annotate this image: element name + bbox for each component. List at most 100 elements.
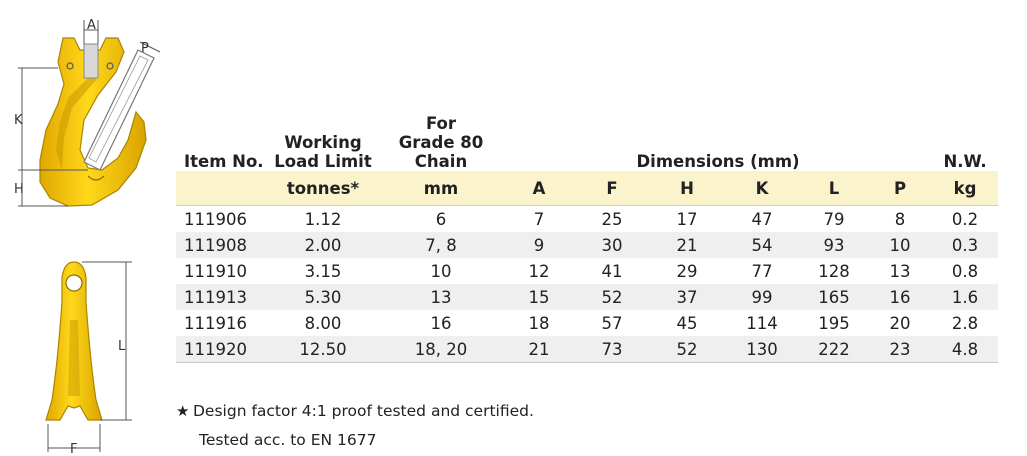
cell-nw: 4.8 xyxy=(932,336,999,363)
cell-wll: 5.30 xyxy=(268,284,378,310)
cell-L: 128 xyxy=(818,261,850,281)
cell-L: 79 xyxy=(823,209,845,229)
unit-A: A xyxy=(504,171,574,206)
unit-tonnes: tonnes* xyxy=(268,171,378,206)
header-net-weight: N.W. xyxy=(932,108,998,171)
label-A: A xyxy=(87,18,96,33)
header-item-no-text: Item No. xyxy=(184,152,264,171)
cell-nw: 2.8 xyxy=(951,313,979,333)
cell-A: 18 xyxy=(528,313,550,333)
unit-mm: mm xyxy=(378,171,504,206)
header-grade-line2: Grade 80 xyxy=(398,133,484,152)
header-row-titles: Item No. Working Load Limit For Grade 80… xyxy=(176,108,998,171)
cell-K: 54 xyxy=(724,232,800,258)
star-icon: ★ xyxy=(176,402,190,420)
cell-chain: 10 xyxy=(430,261,452,281)
table-row: 111920 12.50 18, 20 21 73 52 130 222 23 … xyxy=(176,336,999,363)
cell-K: 130 xyxy=(724,336,800,363)
cell-H: 17 xyxy=(676,209,698,229)
cell-L: 165 xyxy=(800,284,868,310)
label-L: L xyxy=(118,339,126,354)
cell-chain: 18, 20 xyxy=(378,336,504,363)
unit-K: K xyxy=(724,171,800,206)
hook-diagram: A P K H L F xyxy=(14,18,161,456)
cell-P: 13 xyxy=(889,261,911,281)
cell-F: 73 xyxy=(574,336,650,363)
cell-A: 7 xyxy=(533,209,545,229)
cell-item-no: 111906 xyxy=(184,209,247,229)
label-K: K xyxy=(14,113,23,128)
header-nw-text: N.W. xyxy=(943,152,987,171)
cell-P: 16 xyxy=(868,284,933,310)
cell-K: 99 xyxy=(724,284,800,310)
header-row-units: tonnes* mm A F H K L P kg xyxy=(176,171,999,206)
cell-F: 52 xyxy=(574,284,650,310)
cell-wll: 8.00 xyxy=(304,313,342,333)
specification-table: Item No. Working Load Limit For Grade 80… xyxy=(176,108,999,363)
unit-blank xyxy=(176,171,268,206)
hook-side-view xyxy=(45,261,103,421)
header-grade-line1: For xyxy=(425,114,457,133)
cell-L: 195 xyxy=(818,313,850,333)
cell-chain: 16 xyxy=(430,313,452,333)
cell-H: 29 xyxy=(676,261,698,281)
cell-A: 9 xyxy=(504,232,574,258)
footnote-design-factor: ★ Design factor 4:1 proof tested and cer… xyxy=(176,402,534,420)
unit-F: F xyxy=(574,171,650,206)
label-H: H xyxy=(14,182,24,197)
dimension-lines-side xyxy=(47,261,132,452)
unit-L: L xyxy=(800,171,868,206)
cell-chain: 7, 8 xyxy=(378,232,504,258)
cell-chain: 13 xyxy=(378,284,504,310)
cell-wll: 1.12 xyxy=(304,209,342,229)
cell-item-no: 111920 xyxy=(176,336,268,363)
cell-nw: 1.6 xyxy=(932,284,999,310)
cell-A: 21 xyxy=(504,336,574,363)
cell-item-no: 111913 xyxy=(176,284,268,310)
header-wll-line1: Working xyxy=(284,133,362,152)
unit-H: H xyxy=(650,171,724,206)
cell-F: 25 xyxy=(601,209,623,229)
footnotes: ★ Design factor 4:1 proof tested and cer… xyxy=(176,402,534,449)
unit-P: P xyxy=(868,171,933,206)
cell-H: 45 xyxy=(676,313,698,333)
table-row: 111910 3.15 10 12 41 29 77 128 13 0.8 xyxy=(176,258,998,284)
header-item-no: Item No. xyxy=(176,108,268,171)
label-F: F xyxy=(70,442,77,456)
cell-H: 21 xyxy=(650,232,724,258)
hook-front-view xyxy=(39,37,155,207)
cell-K: 77 xyxy=(751,261,773,281)
cell-nw: 0.8 xyxy=(951,261,979,281)
table-row: 111906 1.12 6 7 25 17 47 79 8 0.2 xyxy=(176,206,998,233)
cell-L: 222 xyxy=(800,336,868,363)
cell-wll: 2.00 xyxy=(268,232,378,258)
cell-H: 37 xyxy=(650,284,724,310)
cell-item-no: 111916 xyxy=(184,313,247,333)
cell-P: 10 xyxy=(868,232,933,258)
cell-item-no: 111910 xyxy=(184,261,247,281)
cell-A: 15 xyxy=(504,284,574,310)
table-row: 111908 2.00 7, 8 9 30 21 54 93 10 0.3 xyxy=(176,232,999,258)
cell-nw: 0.2 xyxy=(951,209,979,229)
cell-item-no: 111908 xyxy=(176,232,268,258)
header-working-load-limit: Working Load Limit xyxy=(268,108,378,171)
label-P: P xyxy=(141,41,149,56)
unit-kg: kg xyxy=(932,171,999,206)
header-dimensions: Dimensions (mm) xyxy=(504,108,932,171)
header-grade-chain: For Grade 80 Chain xyxy=(378,108,504,171)
table-row: 111913 5.30 13 15 52 37 99 165 16 1.6 xyxy=(176,284,999,310)
cell-wll: 12.50 xyxy=(268,336,378,363)
header-dimensions-text: Dimensions (mm) xyxy=(636,152,800,171)
footnote-design-factor-text: Design factor 4:1 proof tested and certi… xyxy=(193,402,534,420)
cell-A: 12 xyxy=(528,261,550,281)
cell-F: 30 xyxy=(574,232,650,258)
cell-chain: 6 xyxy=(435,209,447,229)
cell-P: 20 xyxy=(889,313,911,333)
cell-nw: 0.3 xyxy=(932,232,999,258)
cell-H: 52 xyxy=(650,336,724,363)
dimension-lines-front xyxy=(18,20,161,207)
cell-P: 8 xyxy=(894,209,906,229)
cell-P: 23 xyxy=(868,336,933,363)
cell-K: 47 xyxy=(751,209,773,229)
header-grade-line3: Chain xyxy=(414,152,468,171)
